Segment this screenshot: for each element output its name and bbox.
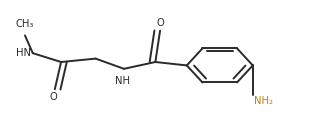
Text: NH: NH — [115, 76, 130, 86]
Text: O: O — [156, 18, 164, 28]
Text: HN: HN — [16, 48, 31, 58]
Text: NH₂: NH₂ — [254, 96, 273, 106]
Text: CH₃: CH₃ — [16, 19, 34, 29]
Text: O: O — [49, 92, 57, 102]
